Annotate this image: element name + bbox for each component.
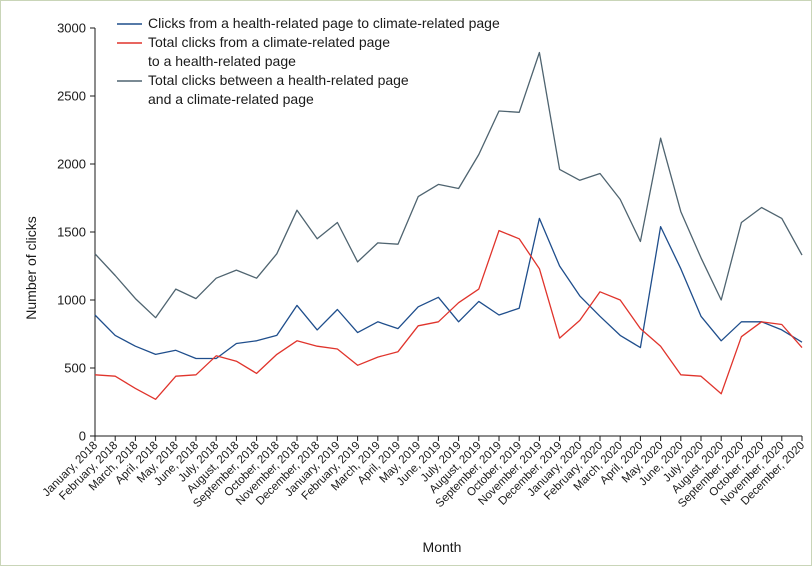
legend-label-3: and a climate-related page	[148, 91, 314, 107]
x-axis-title: Month	[423, 539, 462, 555]
y-tick-label: 2000	[57, 157, 86, 172]
legend-label-1: Clicks from a health-related page to cli…	[148, 15, 500, 31]
y-axis-title: Number of clicks	[23, 216, 39, 319]
y-tick-label: 2500	[57, 89, 86, 104]
y-tick-label: 3000	[57, 21, 86, 36]
legend-label-3: Total clicks between a health-related pa…	[148, 72, 409, 88]
series-line-1	[95, 218, 802, 358]
y-tick-label: 1000	[57, 293, 86, 308]
y-tick-label: 1500	[57, 225, 86, 240]
y-axis-ticks: 0 500 1000 1500 2000 2500 3000	[57, 21, 95, 444]
legend-label-2: to a health-related page	[148, 53, 296, 69]
legend: Clicks from a health-related page to cli…	[117, 15, 500, 107]
y-tick-label: 500	[64, 361, 86, 376]
axes	[95, 28, 802, 436]
series-line-2	[95, 231, 802, 400]
y-tick-label: 0	[79, 429, 86, 444]
legend-label-2: Total clicks from a climate-related page	[148, 34, 390, 50]
